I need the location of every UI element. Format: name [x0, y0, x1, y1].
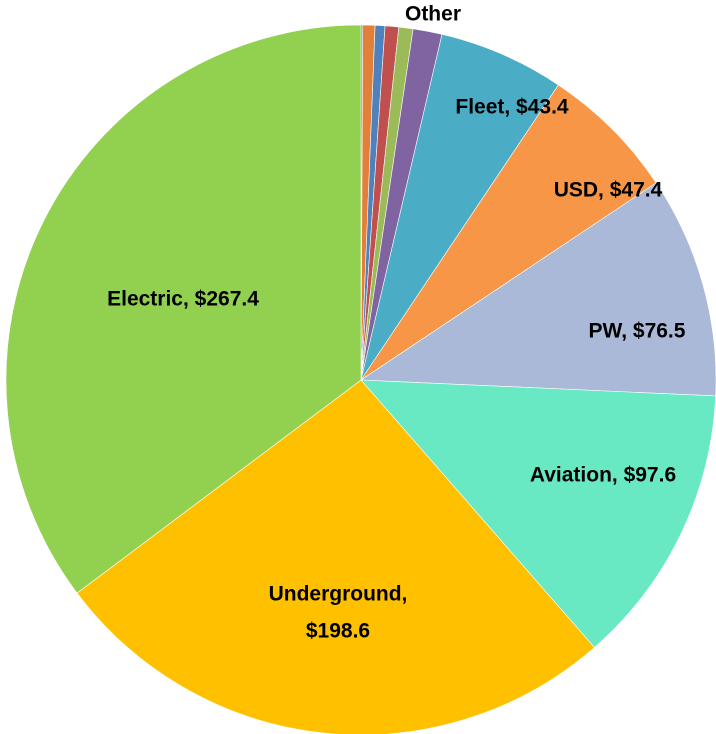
pie-slice	[5, 24, 362, 594]
other-annotation: Other	[405, 3, 461, 26]
pie-slice	[360, 84, 657, 381]
pie-slice	[360, 379, 716, 648]
pie-slice	[360, 34, 559, 381]
slice-label: PW, $76.5	[589, 320, 686, 343]
pie-slice	[76, 379, 595, 734]
slice-label: Fleet, $43.4	[455, 96, 569, 119]
slice-label: Electric, $267.4	[107, 288, 259, 311]
slice-label: $198.6	[306, 620, 370, 643]
slice-label: Aviation, $97.6	[530, 464, 676, 487]
slice-label: Underground,	[269, 583, 408, 606]
slice-label: USD, $47.4	[554, 179, 663, 202]
